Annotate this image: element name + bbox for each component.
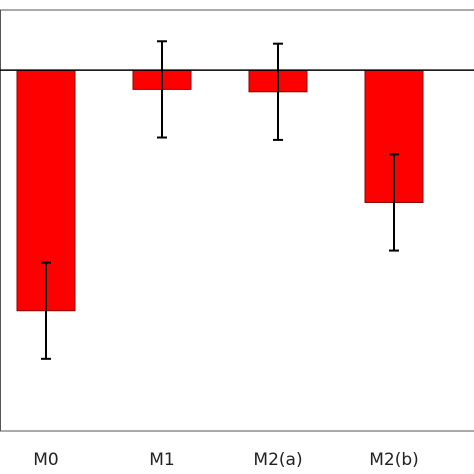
bars-layer <box>16 69 424 312</box>
x-tick-label-m2a: M2(a) <box>253 450 302 470</box>
error-bar-m2b <box>389 153 399 252</box>
error-bars-layer <box>41 40 399 360</box>
x-tick-label-m2b: M2(b) <box>369 450 419 470</box>
error-bar-m1 <box>157 40 167 139</box>
x-tick-label-m1: M1 <box>149 450 174 470</box>
x-axis: M0 M1 M2(a) M2(b) <box>33 450 419 470</box>
error-bar-m2a <box>273 42 283 141</box>
error-bar-m0 <box>41 261 51 360</box>
x-tick-label-m0: M0 <box>33 450 58 470</box>
